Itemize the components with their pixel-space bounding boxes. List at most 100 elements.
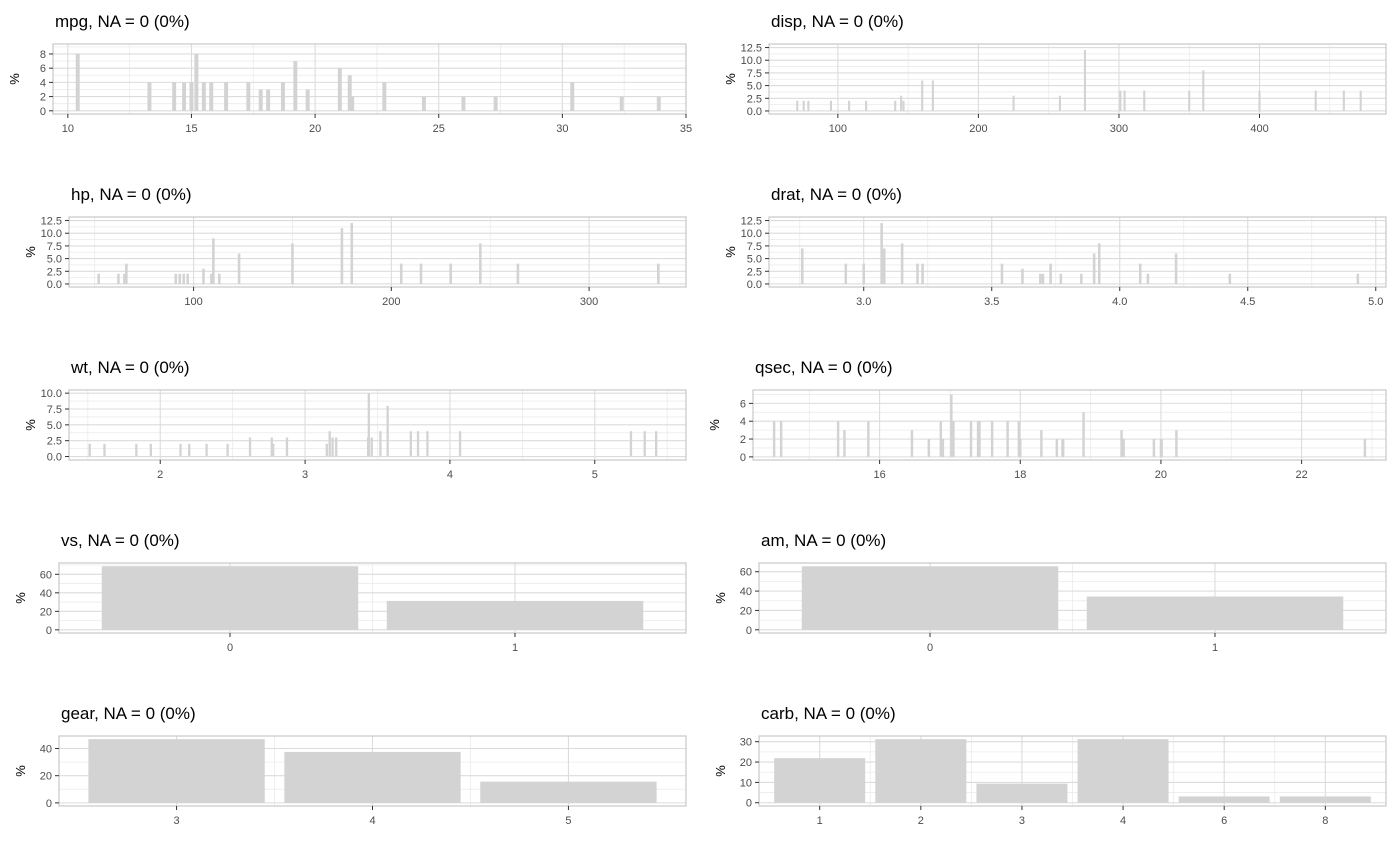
bar-x-4.43 [1228, 273, 1232, 284]
bar-x-3.21 [916, 263, 919, 284]
x-tick-label: 25 [433, 123, 445, 135]
x-tick-label: 15 [185, 123, 197, 135]
bar-x-30.4 [570, 82, 575, 111]
bar-1 [774, 758, 866, 803]
y-tick-label: 40 [740, 586, 752, 598]
panel-border [758, 562, 1387, 634]
bar-x-360 [1202, 70, 1205, 111]
bar-x-21 [337, 68, 342, 111]
y-tick-label: 6 [40, 63, 46, 75]
x-tick-label: 1 [1212, 642, 1218, 654]
bar-x-335 [657, 263, 660, 284]
y-tick-label: 2.5 [47, 266, 62, 278]
bar-x-15.84 [867, 421, 870, 457]
y-tick-label: 7.5 [747, 68, 762, 80]
bar-x-205 [399, 263, 403, 284]
y-tick-label: 0 [740, 452, 746, 464]
x-tick-label: 10 [62, 123, 74, 135]
x-tick-label: 4 [1120, 815, 1126, 827]
y-axis-label: % [713, 765, 728, 777]
y-tick-label: 2 [740, 434, 746, 446]
panel-title: carb, NA = 0 (0%) [761, 704, 896, 723]
bar-x-71.1 [796, 100, 799, 111]
bar-x-146.7 [902, 100, 905, 111]
x-tick-label: 1 [817, 815, 823, 827]
bar-x-167.6 [931, 80, 934, 111]
bar-x-3.17 [328, 431, 331, 457]
bar-x-65 [123, 273, 126, 284]
bar-x-472 [1359, 90, 1362, 111]
y-tick-label: 10.0 [41, 228, 62, 240]
x-tick-label: 20 [309, 123, 321, 135]
bar-x-4.07 [458, 431, 462, 457]
bar-x-15.41 [836, 421, 840, 457]
x-tick-label: 200 [382, 296, 400, 308]
bar-x-33.9 [656, 96, 661, 111]
panel-border [52, 43, 687, 115]
y-axis-label: % [713, 592, 728, 604]
bar-x-22.9 [1363, 439, 1367, 457]
bar-x-18.7 [280, 82, 285, 111]
bar-x-3.46 [370, 437, 373, 457]
panel-border [768, 43, 1387, 115]
bar-x-304 [1123, 90, 1126, 111]
panel-title: mpg, NA = 0 (0%) [55, 12, 190, 31]
bar-x-1.513 [88, 443, 91, 457]
x-tick-label: 5 [565, 815, 571, 827]
bar-x-1.615 [103, 443, 106, 457]
panel-border [58, 562, 687, 634]
x-tick-label: 4 [369, 815, 375, 827]
bar-x-318 [1143, 90, 1146, 111]
bar-x-3.54 [1000, 263, 1004, 284]
panel-title: wt, NA = 0 (0%) [70, 358, 190, 377]
y-tick-label: 10.0 [741, 55, 762, 67]
y-tick-label: 0 [46, 798, 52, 810]
x-tick-label: 100 [184, 296, 202, 308]
bar-8 [1279, 796, 1371, 803]
y-axis-label: % [723, 73, 738, 85]
bar-x-3.9 [1092, 253, 1096, 284]
bar-x-3.215 [335, 437, 338, 457]
bar-x-120.1 [865, 100, 868, 111]
bar-x-20.01 [1160, 439, 1163, 457]
bar-x-400 [1258, 90, 1261, 111]
bar-x-16.46 [910, 430, 914, 457]
x-tick-label: 4.5 [1240, 296, 1255, 308]
bar-x-105 [202, 268, 205, 284]
bar-x-4.08 [1138, 263, 1142, 284]
x-tick-label: 6 [1221, 815, 1227, 827]
bar-x-5.345 [643, 431, 646, 457]
y-axis-label: % [707, 419, 722, 431]
panel-5: 0 2 4 6 16 18 20 22% qsec, NA = 0 (0%) [707, 358, 1387, 481]
bar-x-123 [237, 253, 241, 284]
y-tick-label: 0 [746, 625, 752, 637]
bar-x-5.424 [655, 431, 658, 457]
panel-title: gear, NA = 0 (0%) [61, 704, 196, 723]
bar-x-17.3 [969, 421, 973, 457]
bar-x-180 [350, 223, 354, 284]
bar-x-19.44 [1120, 430, 1123, 457]
y-tick-label: 40 [40, 588, 52, 600]
panel-2: 0.02.55.07.510.012.5 100 200 300% hp, NA = 0… [23, 185, 687, 308]
bar-x-3.7 [1041, 273, 1045, 284]
y-tick-label: 5.0 [747, 254, 762, 266]
y-tick-label: 7.5 [47, 241, 62, 253]
x-tick-label: 400 [1250, 123, 1268, 135]
bar-x-17.98 [1017, 421, 1021, 457]
bar-0 [801, 566, 1059, 630]
y-tick-label: 20 [740, 605, 752, 617]
x-tick-label: 300 [1110, 123, 1128, 135]
panel-1: 0.02.55.07.510.012.5 100 200 300 400% disp, N… [723, 12, 1387, 135]
bar-x-3.69 [1039, 273, 1042, 284]
y-tick-label: 12.5 [741, 43, 762, 55]
y-tick-label: 10 [740, 777, 752, 789]
x-tick-label: 4 [447, 469, 453, 481]
bar-x-15.2 [194, 53, 199, 111]
y-tick-label: 30 [740, 737, 752, 749]
panel-3: 0.02.55.07.510.012.53.0 3.5 4.0 4.5 5.0%drat… [723, 185, 1387, 308]
bar-x-15 [189, 82, 194, 111]
x-tick-label: 5.0 [1368, 296, 1383, 308]
bar-x-1.935 [149, 443, 152, 457]
bar-x-3.78 [416, 431, 420, 457]
panel-border [758, 735, 1387, 807]
